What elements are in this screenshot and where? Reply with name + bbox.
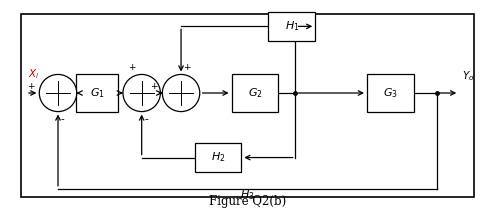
Bar [21,14,474,197]
Ellipse shape [123,74,160,112]
Text: +: + [184,63,191,72]
Text: $H_2$: $H_2$ [211,151,225,164]
Text: -: - [60,114,64,124]
Text: Figure Q2(b): Figure Q2(b) [209,195,286,208]
Text: $Y_o$: $Y_o$ [462,69,474,83]
Text: $H_3$: $H_3$ [240,188,255,202]
Text: $G_3$: $G_3$ [383,86,397,100]
Ellipse shape [162,74,200,112]
Bar [76,74,118,112]
Text: $H_1$: $H_1$ [285,19,299,33]
Bar [367,74,414,112]
Ellipse shape [39,74,77,112]
Text: $G_2$: $G_2$ [248,86,262,100]
Bar [232,74,278,112]
Text: -: - [144,114,148,124]
Text: +: + [129,63,136,72]
Bar [195,143,242,172]
Text: $X_i$: $X_i$ [28,67,40,81]
Text: +: + [150,82,157,91]
Text: $G_1$: $G_1$ [90,86,105,100]
Bar [268,12,315,41]
Text: +: + [27,82,34,91]
